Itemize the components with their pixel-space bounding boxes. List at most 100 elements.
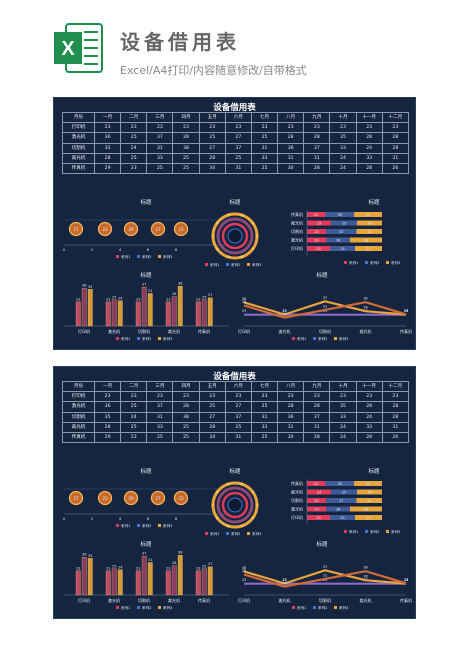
legend-swatch <box>137 255 140 258</box>
data-label: 36 <box>242 297 246 301</box>
legend-swatch <box>313 337 316 340</box>
axis-tick: 0 <box>63 517 66 521</box>
data-label: 31 <box>323 304 327 308</box>
legend-label: 系列2 <box>231 531 240 536</box>
data-label: 28 <box>363 575 367 579</box>
data-label: 27 <box>366 247 370 251</box>
data-label: 23 <box>316 247 320 251</box>
series-line <box>243 301 407 319</box>
data-label: 37 <box>323 565 327 569</box>
category-label: 打印机 <box>78 328 90 334</box>
bar-series2 <box>330 489 357 495</box>
data-label: 31 <box>148 289 152 293</box>
legend-swatch <box>158 524 161 527</box>
chart-title: 标题 <box>140 467 152 475</box>
table-row: 传真机 29 23 25 25 34 31 25 30 28 24 28 26 <box>62 431 410 444</box>
ring-point <box>240 213 244 217</box>
data-label: 23 <box>315 239 319 243</box>
ring-point <box>255 234 259 238</box>
column <box>165 570 171 596</box>
ring-point <box>240 482 244 486</box>
bubble <box>68 490 84 506</box>
legend-swatch <box>116 337 119 340</box>
data-label: 35 <box>366 213 370 217</box>
data-label: 25 <box>282 309 286 313</box>
data-label: 23 <box>316 516 320 520</box>
legend-swatch <box>386 530 389 533</box>
chart-title: 标题 <box>140 540 152 548</box>
ring-point <box>226 255 230 259</box>
category-label: 传真机 <box>198 597 210 603</box>
legend-label: 系列3 <box>163 605 172 610</box>
page-subtitle: Excel/A4打印/内容随意修改/自带格式 <box>120 64 307 77</box>
data-label: 23 <box>314 482 318 486</box>
data-label: 23 <box>404 309 408 313</box>
data-label: 23 <box>166 566 170 570</box>
data-label: 23 <box>106 297 110 301</box>
column <box>117 300 123 327</box>
data-label: 24 <box>118 296 122 300</box>
data-label: 23 <box>106 566 110 570</box>
data-label: 36 <box>338 213 342 217</box>
legend-label: 系列1 <box>297 605 306 610</box>
data-label: 35 <box>242 569 246 573</box>
data-label: 38 <box>363 566 367 570</box>
ring-point <box>211 234 215 238</box>
legend-swatch <box>137 606 140 609</box>
data-label: 28 <box>336 239 340 243</box>
data-label: 23 <box>404 578 408 582</box>
legend-swatch <box>386 261 389 264</box>
legend-label: 系列1 <box>210 262 219 267</box>
bar-series1 <box>307 515 330 520</box>
table-row: 裁光机 28 25 33 25 28 25 33 31 31 24 33 31 <box>62 421 410 433</box>
category-label: 裁光机 <box>291 220 303 226</box>
column <box>117 569 123 596</box>
bubble <box>123 221 139 237</box>
data-label: 27 <box>404 309 408 313</box>
legend-swatch <box>365 530 368 533</box>
data-label: 37 <box>323 296 327 300</box>
legend-label: 系列3 <box>163 254 172 259</box>
legend-swatch <box>116 255 119 258</box>
chart-title: 标题 <box>368 467 380 475</box>
legend-label: 系列2 <box>142 605 151 610</box>
column <box>87 289 93 327</box>
column <box>135 301 141 327</box>
series-line <box>243 300 407 316</box>
legend-swatch <box>344 530 347 533</box>
data-label: 25 <box>202 564 206 568</box>
sheet-preview-2: 设备借用表 月份 一月 二月 三月 四月 五月 六月 七月 八月 九月 十月 十一月 十二月 打印机 23 2… <box>53 366 416 619</box>
chart-title: 标题 <box>368 198 380 206</box>
legend-label: 系列3 <box>339 336 348 341</box>
data-label: 37 <box>142 552 146 556</box>
bar-series3 <box>349 237 382 243</box>
bubble-label: 27 <box>155 227 161 232</box>
category-label: 切割机 <box>138 597 150 603</box>
bar-series2 <box>330 220 357 226</box>
bar-series3 <box>354 481 382 486</box>
bubble <box>97 221 113 237</box>
axis-tick: 6 <box>147 517 150 521</box>
category-label: 打印机 <box>238 328 250 334</box>
category-label: 激光机 <box>279 328 291 334</box>
data-label: 23 <box>314 499 318 503</box>
data-label: 25 <box>404 309 408 313</box>
bubble-label: 29 <box>128 496 134 501</box>
legend-swatch <box>137 524 140 527</box>
data-label: 23 <box>314 230 318 234</box>
data-label: 31 <box>367 230 371 234</box>
legend-label: 系列3 <box>391 260 400 265</box>
legend-label: 系列3 <box>163 336 172 341</box>
category-label: 切割机 <box>319 328 331 334</box>
bubble <box>173 490 189 506</box>
bar-series1 <box>307 481 326 486</box>
bar-series1 <box>307 246 330 251</box>
bubble-label: 29 <box>128 227 134 232</box>
data-label: 23 <box>323 578 327 582</box>
legend-swatch <box>334 606 337 609</box>
data-label: 38 <box>178 551 182 555</box>
data-table: 月份 一月 二月 三月 四月 五月 六月 七月 八月 九月 十月 十一月 十二月 打印机 23 23 23 23 2… <box>62 111 410 175</box>
column <box>171 296 177 327</box>
